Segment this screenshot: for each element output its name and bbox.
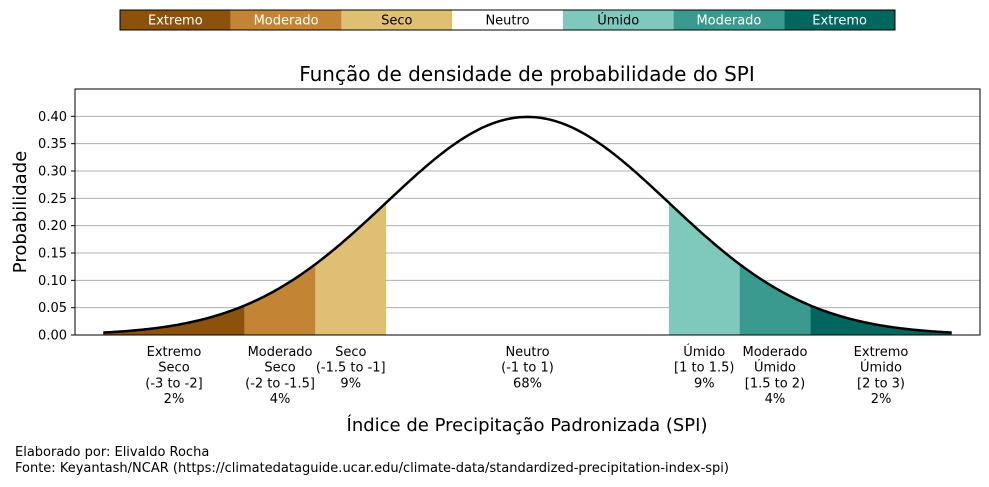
- y-axis-label: Probabilidade: [10, 151, 31, 273]
- plot-frame: [74, 88, 981, 336]
- legend-label: Extremo: [148, 14, 203, 29]
- x-category-label: Neutro (-1 to 1) 68%: [501, 345, 554, 391]
- legend-swatch: [120, 10, 231, 30]
- legend-swatch: [452, 10, 563, 30]
- legend-swatch: [784, 10, 895, 30]
- chart-title: Função de densidade de probabilidade do …: [299, 62, 755, 86]
- shaded-region: [244, 264, 316, 335]
- shaded-regions: [103, 202, 952, 335]
- shaded-region: [810, 305, 952, 335]
- shaded-region: [668, 202, 740, 335]
- y-tick-label: 0.30: [38, 165, 67, 180]
- x-category-label: Extremo Seco (-3 to -2] 2%: [145, 345, 202, 407]
- y-tick-label: 0.20: [38, 219, 67, 234]
- pdf-curve: [103, 115, 952, 334]
- legend-swatch: [562, 10, 674, 30]
- x-category-label: Úmido [1 to 1.5) 9%: [674, 344, 734, 391]
- y-axis-ticks: 0.00 0.05 0.10 0.15 0.20 0.25 0.30 0.35 0.40: [38, 110, 75, 344]
- x-axis-label: Índice de Precipitação Padronizada (SPI): [347, 414, 708, 436]
- legend-label: Extremo: [812, 14, 867, 29]
- source-credit: Fonte: Keyantash/NCAR (https://climateda…: [15, 461, 729, 476]
- legend-border: [119, 9, 896, 31]
- legend-label: Úmido: [597, 13, 639, 29]
- x-category-label: Moderado Seco (-2 to -1.5] 4%: [245, 345, 315, 407]
- shaded-region: [739, 264, 811, 335]
- y-tick-label: 0.40: [38, 110, 67, 125]
- y-tick-label: 0.05: [38, 301, 67, 316]
- legend-label: Moderado: [696, 14, 761, 29]
- x-category-label: Extremo Úmido [2 to 3) 2%: [854, 345, 909, 407]
- shaded-region: [315, 202, 387, 335]
- legend-swatch: [341, 10, 453, 30]
- x-category-label: Moderado Úmido [1.5 to 2) 4%: [742, 345, 807, 407]
- x-category-label: Seco (-1.5 to -1] 9%: [316, 345, 386, 391]
- y-tick-label: 0.10: [38, 274, 67, 289]
- legend-swatch: [673, 10, 785, 30]
- y-tick-label: 0.00: [38, 329, 67, 344]
- category-legend-bar: Extremo Moderado Seco Neutro Úmido Moderado Ex…: [119, 9, 896, 31]
- legend-label: Seco: [381, 14, 412, 29]
- y-tick-label: 0.25: [38, 192, 67, 207]
- shaded-region: [103, 305, 245, 335]
- legend-swatch: [230, 10, 342, 30]
- y-tick-label: 0.35: [38, 137, 67, 152]
- author-credit: Elaborado por: Elivaldo Rocha: [15, 445, 210, 460]
- y-tick-label: 0.15: [38, 247, 67, 262]
- x-category-labels: Extremo Seco (-3 to -2] 2% Moderado Seco (-2 t…: [145, 344, 908, 407]
- gridlines: [75, 115, 980, 336]
- legend-label: Neutro: [485, 14, 529, 29]
- legend-label: Moderado: [254, 14, 319, 29]
